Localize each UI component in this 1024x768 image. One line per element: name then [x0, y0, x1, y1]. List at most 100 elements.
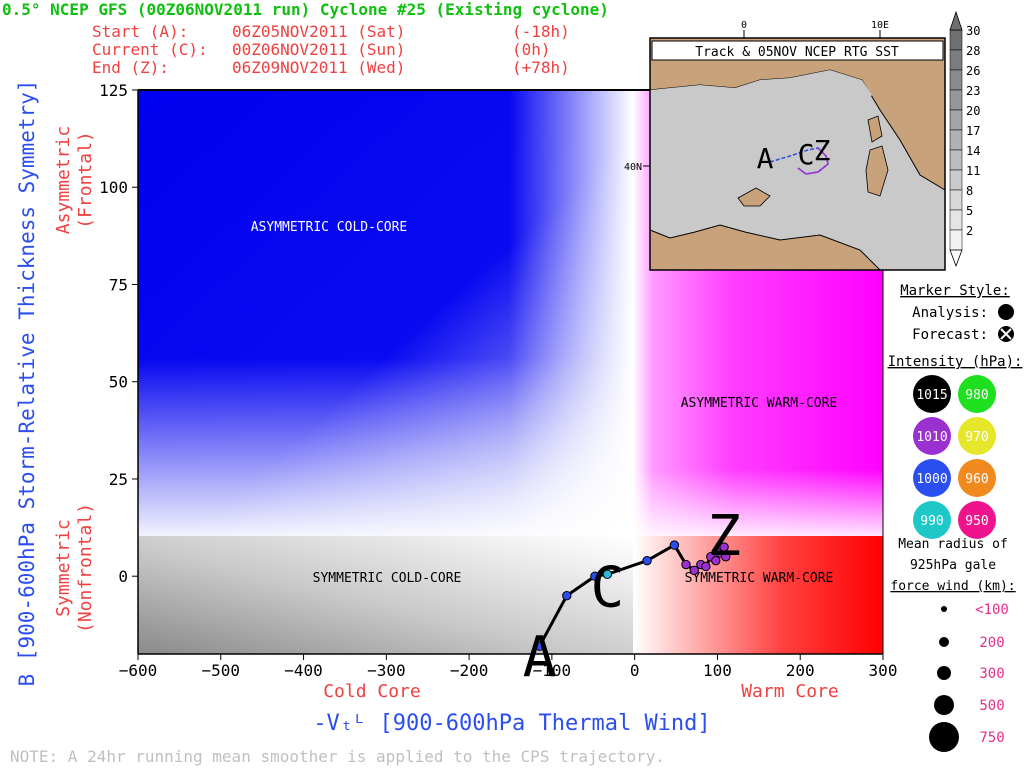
radius-legend: <100 200 300 500 750 [929, 602, 1009, 752]
colorbar-label: 11 [966, 164, 980, 178]
colorbar-segment [949, 209, 963, 231]
colorbar-segment [949, 89, 963, 111]
asym-cold-label: ASYMMETRIC COLD-CORE [251, 220, 408, 235]
marker-c: C [590, 555, 624, 620]
intensity-label: 1010 [916, 430, 947, 445]
current-offset: (0h) [512, 40, 551, 59]
colorbar-label: 20 [966, 104, 980, 118]
intensity-swatch [913, 459, 951, 497]
intensity-swatch [958, 459, 996, 497]
y-low-label-1: Symmetric [53, 519, 74, 617]
start-time: 06Z05NOV2011 (Sat) [232, 22, 405, 41]
x-tick-label: 0 [630, 661, 640, 680]
forecast-label: Forecast: [912, 327, 988, 343]
y-tick-label: 125 [99, 81, 128, 100]
inset-track-forecast [797, 147, 829, 175]
inset-lon-10e: 10E [871, 20, 889, 31]
intensity-swatch [913, 375, 951, 413]
x-tick-label: −200 [450, 661, 489, 680]
analysis-marker-icon [998, 304, 1014, 320]
intensity-label: 990 [920, 514, 943, 529]
radius-swatch [941, 606, 947, 612]
colorbar-segment [949, 169, 963, 191]
y-tick-label: 100 [99, 178, 128, 197]
colorbar-label: 14 [966, 144, 980, 158]
inset-marker-a: A [757, 142, 774, 175]
y-high-label-1: Asymmetric [53, 126, 74, 234]
inset-map: Track & 05NOV NCEP RTG SST 0 10E 40N A C… [624, 20, 946, 271]
intensity-label: 1000 [916, 472, 947, 487]
colorbar-label: 28 [966, 44, 980, 58]
colorbar-bottom-arrow [949, 249, 963, 268]
warm-core-label: Warm Core [741, 681, 839, 702]
intensity-title: Intensity (hPa): [888, 354, 1023, 370]
asym-warm-label: ASYMMETRIC WARM-CORE [681, 396, 838, 411]
colorbar-label: 5 [966, 204, 973, 218]
y-tick-label: 0 [118, 567, 128, 586]
inset-marker-c: C [798, 138, 815, 171]
inset-lat-40n: 40N [624, 162, 642, 173]
inset-title: Track & 05NOV NCEP RTG SST [695, 45, 899, 60]
analysis-label: Analysis: [912, 305, 988, 321]
colorbar-label: 17 [966, 124, 980, 138]
x-tick-label: −400 [284, 661, 323, 680]
x-tick-label: −600 [119, 661, 158, 680]
radius-swatch [929, 722, 959, 752]
footnote: NOTE: A 24hr running mean smoother is ap… [10, 747, 665, 766]
x-tick-label: 300 [869, 661, 898, 680]
end-time: 06Z09NOV2011 (Wed) [232, 58, 405, 77]
radius-swatch [934, 695, 954, 715]
intensity-legend: 1015 980 1010 970 1000 960 990 950 [913, 375, 996, 539]
intensity-swatch [913, 501, 951, 539]
trajectory-point [562, 590, 572, 601]
colorbar-top-arrow [949, 10, 963, 31]
trajectory-point [681, 559, 691, 570]
colorbar-label: 23 [966, 84, 980, 98]
trajectory-point [534, 641, 545, 651]
x-axis-ticks: −600 −500 −400 −300 −200 −100 0 100 200 300 [119, 654, 898, 680]
colorbar-segment [949, 49, 963, 71]
trajectory-point [590, 571, 600, 581]
x-tick-label: −500 [202, 661, 241, 680]
colorbar-label: 30 [966, 24, 980, 38]
x-tick-label: −100 [533, 661, 572, 680]
colorbar-label: 2 [966, 224, 973, 238]
inset-island-corsica [867, 115, 883, 143]
current-label: Current (C): [92, 40, 208, 59]
radius-label: 500 [979, 698, 1004, 714]
trajectory-point [719, 542, 729, 552]
legend: Marker Style: Analysis: Forecast: Intens… [888, 283, 1023, 752]
inset-marker-z: Z [814, 134, 831, 167]
sym-warm-label: SYMMETRIC WARM-CORE [685, 571, 834, 586]
chart-title: 0.5° NCEP GFS (00Z06NOV2011 run) Cyclone… [2, 0, 609, 19]
radius-title-3: force wind (km): [890, 579, 1015, 594]
y-axis-ticks: 0 25 50 75 100 125 [99, 81, 138, 586]
trajectory-point [701, 561, 711, 572]
colorbar-segment [949, 149, 963, 171]
cold-core-label: Cold Core [323, 681, 421, 702]
cyclone-trajectory: AC Z [523, 504, 741, 690]
y-high-label-2: (Frontal) [75, 131, 96, 229]
trajectory-point [721, 552, 731, 562]
marker-style-title: Marker Style: [900, 283, 1010, 299]
colorbar-segment [949, 189, 963, 211]
current-time: 00Z06NOV2011 (Sun) [232, 40, 405, 59]
radius-label: 300 [979, 666, 1004, 682]
radius-label: <100 [975, 602, 1009, 618]
trajectory-point [602, 569, 613, 579]
radius-swatch [937, 666, 951, 680]
radius-title-1: Mean radius of [898, 537, 1008, 552]
start-offset: (-18h) [512, 22, 570, 41]
inset-island-balearic [737, 187, 771, 207]
intensity-label: 1015 [916, 388, 947, 403]
trajectory-point [689, 565, 699, 576]
radius-swatch [939, 637, 949, 647]
trajectory-point [669, 540, 680, 550]
y-tick-label: 50 [109, 373, 128, 392]
intensity-label: 970 [965, 430, 988, 445]
end-label: End (Z): [92, 58, 169, 77]
colorbar-segment [949, 69, 963, 91]
start-label: Start (A): [92, 22, 188, 41]
intensity-swatch [913, 417, 951, 455]
sym-cold-region [138, 536, 633, 654]
